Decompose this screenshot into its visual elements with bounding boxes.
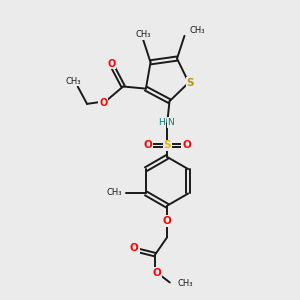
Text: O: O bbox=[152, 268, 161, 278]
Text: CH₃: CH₃ bbox=[177, 279, 193, 288]
Text: CH₃: CH₃ bbox=[107, 188, 122, 197]
Text: CH₃: CH₃ bbox=[135, 30, 151, 39]
Text: O: O bbox=[130, 243, 139, 253]
Text: O: O bbox=[163, 216, 172, 226]
Text: CH₃: CH₃ bbox=[190, 26, 205, 35]
Text: S: S bbox=[164, 140, 171, 150]
Text: O: O bbox=[143, 140, 152, 150]
Text: O: O bbox=[107, 59, 116, 69]
Text: N: N bbox=[167, 118, 174, 127]
Text: O: O bbox=[99, 98, 107, 108]
Text: S: S bbox=[187, 78, 194, 88]
Text: CH₃: CH₃ bbox=[65, 77, 81, 86]
Text: O: O bbox=[182, 140, 191, 150]
Text: H: H bbox=[158, 118, 165, 127]
